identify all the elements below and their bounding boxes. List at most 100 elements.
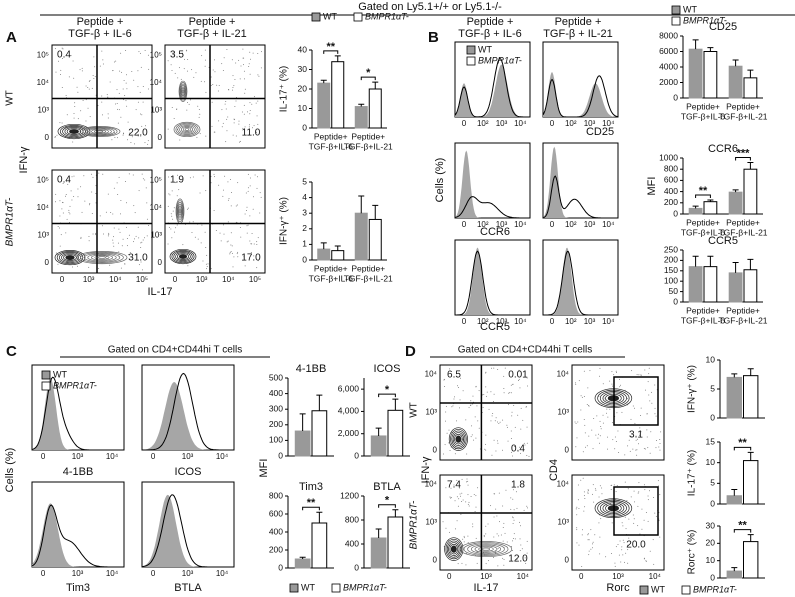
event-dot [118,251,120,253]
event-dot [201,55,203,57]
event-dot [659,443,661,445]
contour [178,80,188,102]
bar [370,435,387,457]
axis-tick-label: 10³ [612,572,624,581]
event-dot [137,226,139,228]
event-dot [444,378,446,380]
event-dot [493,367,495,369]
event-dot [648,373,650,375]
event-dot [80,236,82,238]
event-dot [98,268,100,270]
event-dot [461,478,463,480]
event-dot [60,234,62,236]
event-dot [654,407,656,409]
axis-label: ICOS [175,466,202,478]
event-dot [120,213,122,215]
event-dot [205,135,207,137]
axis-tick-label: 10³ [425,518,437,527]
event-dot [146,235,148,237]
y-tick-label: 200 [664,255,678,265]
error-bar [707,255,714,267]
event-dot [92,75,94,77]
axis-tick-label: 0 [41,452,46,461]
event-dot [649,452,651,454]
quadrant-value: 1.8 [511,480,525,491]
event-dot [249,109,251,111]
y-tick-label: 200 [664,197,678,207]
event-dot [442,453,444,455]
bar [311,410,328,457]
event-dot [230,244,232,246]
event-dot [506,426,508,428]
event-dot [125,100,127,102]
event-dot [182,52,184,54]
axis-tick-label: 10³ [584,220,596,229]
event-dot [231,191,233,193]
event-dot [248,124,250,126]
event-dot [197,238,199,240]
bar [294,430,311,457]
event-dot [497,442,499,444]
event-dot [57,226,59,228]
event-dot [610,552,612,554]
event-dot [519,387,521,389]
event-dot [141,173,143,175]
histogram-line [454,57,530,118]
event-dot [516,507,518,509]
event-dot [520,407,522,409]
event-dot [123,133,125,135]
axis-tick-label: 10² [477,119,489,128]
event-dot [213,131,215,133]
contour [467,543,505,555]
event-dot [245,209,247,211]
event-dot [118,176,120,178]
event-dot [68,209,70,211]
event-dot [225,141,227,143]
event-dot [602,422,604,424]
event-dot [125,82,127,84]
event-dot [624,454,626,456]
quadrant-value: 3.5 [170,50,184,61]
event-dot [206,268,208,270]
contour [456,437,461,442]
x-tick-label: Peptide+ [726,217,760,227]
bar [743,460,759,505]
event-dot [451,406,453,408]
y-axis-label: Rorc⁺ (%) [687,530,698,575]
event-dot [495,551,497,553]
event-dot [213,210,215,212]
legend-label: BMPR1αT- [343,582,387,592]
event-dot [141,241,143,243]
event-dot [478,427,480,429]
y-tick-label: 4 [302,192,307,202]
event-dot [125,50,127,52]
event-dot [82,100,84,102]
event-dot [526,442,528,444]
event-dot [212,69,214,71]
axis-tick-label: 0 [158,133,163,142]
event-dot [137,86,139,88]
contour [445,538,463,560]
event-dot [95,234,97,236]
contour [83,252,121,263]
event-dot [206,265,208,267]
event-dot [235,221,237,223]
event-dot [127,254,129,256]
histogram-fill [543,146,618,218]
event-dot [641,508,643,510]
event-dot [54,48,56,50]
event-dot [485,371,487,373]
event-dot [457,563,459,565]
event-dot [122,134,124,136]
event-dot [575,446,577,448]
y-tick-label: 150 [664,265,678,275]
panel-label: A [6,29,17,46]
event-dot [125,226,127,228]
y-tick-label: 30 [706,520,716,530]
event-dot [56,134,58,136]
event-dot [595,434,597,436]
gate-box [613,486,659,536]
event-dot [200,242,202,244]
y-tick-label: 0 [354,450,359,460]
